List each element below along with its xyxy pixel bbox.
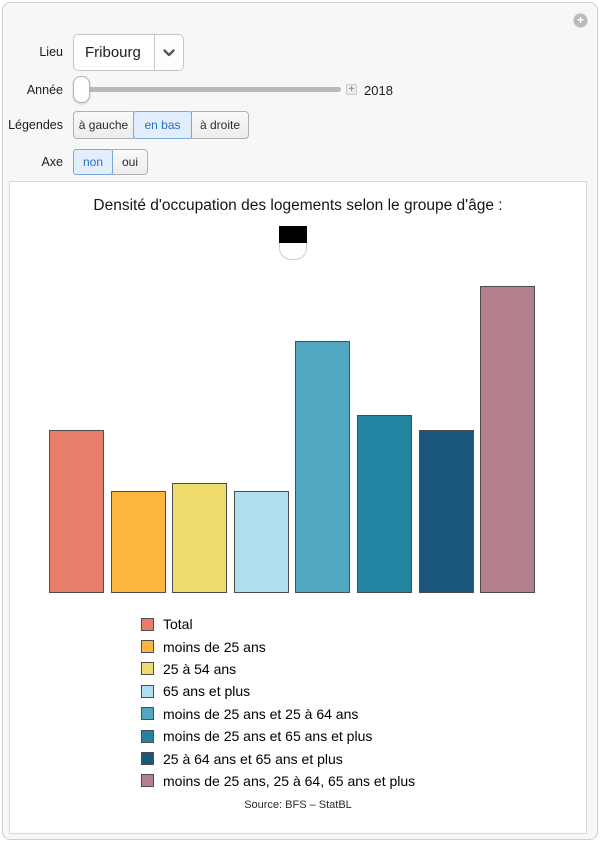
legend-label: 65 ans et plus	[163, 683, 251, 700]
flag-black-half	[279, 226, 307, 243]
bar-4	[234, 491, 289, 593]
legend-item: 25 à 64 ans et 65 ans et plus	[141, 747, 415, 769]
axe-option-oui[interactable]: oui	[112, 149, 148, 175]
legend-item: 65 ans et plus	[141, 680, 415, 702]
chevron-down-icon[interactable]	[154, 35, 183, 70]
annee-stepper-plus-icon[interactable]: +	[346, 84, 357, 95]
chart-title: Densité d'occupation des logements selon…	[93, 197, 503, 214]
legend-label: 25 à 54 ans	[163, 660, 237, 677]
annee-value: 2018	[364, 83, 393, 98]
legendes-option-gauche[interactable]: à gauche	[73, 111, 134, 139]
flag-white-half	[279, 243, 307, 260]
expand-settings-icon[interactable]: +	[573, 13, 588, 28]
legend-item: Total	[141, 613, 415, 635]
legendes-label: Légendes	[8, 118, 63, 132]
legend-item: moins de 25 ans et 65 ans et plus	[141, 725, 415, 747]
lieu-dropdown-value: Fribourg	[85, 44, 141, 61]
bar-6	[357, 415, 412, 593]
legend-label: 25 à 64 ans et 65 ans et plus	[163, 750, 343, 767]
lieu-dropdown[interactable]: Fribourg	[73, 34, 184, 71]
bar-7	[419, 430, 474, 593]
axe-option-non[interactable]: non	[73, 149, 113, 175]
legend-item: moins de 25 ans, 25 à 64, 65 ans et plus	[141, 770, 415, 792]
legend-swatch-icon	[141, 684, 154, 698]
legend-label: moins de 25 ans et 65 ans et plus	[163, 728, 373, 745]
legend-swatch-icon	[141, 752, 154, 766]
bar-8	[480, 286, 535, 593]
chart-legend: Total moins de 25 ans 25 à 54 ans 65 ans et…	[141, 613, 415, 792]
bar-5	[295, 341, 350, 593]
legendes-button-group: à gauche en bas à droite	[73, 111, 249, 139]
axe-label: Axe	[41, 155, 63, 169]
legend-swatch-icon	[141, 729, 154, 743]
legend-swatch-icon	[141, 662, 154, 676]
annee-label: Année	[26, 83, 63, 97]
legend-label: Total	[163, 616, 193, 633]
chart-panel: Densité d'occupation des logements selon…	[9, 181, 587, 834]
bar-2	[111, 491, 166, 593]
bar-1	[49, 430, 104, 593]
lieu-label: Lieu	[39, 45, 63, 59]
legend-label: moins de 25 ans et 25 à 64 ans	[163, 705, 359, 722]
fribourg-coat-of-arms-icon	[279, 226, 307, 260]
source-caption: Source: BFS – StatBL	[244, 799, 352, 811]
annee-slider-thumb[interactable]	[73, 76, 90, 103]
legend-item: 25 à 54 ans	[141, 658, 415, 680]
legend-item: moins de 25 ans et 25 à 64 ans	[141, 703, 415, 725]
legend-label: moins de 25 ans, 25 à 64, 65 ans et plus	[163, 772, 416, 789]
legend-item: moins de 25 ans	[141, 635, 415, 657]
legend-swatch-icon	[141, 774, 154, 788]
legend-swatch-icon	[141, 707, 154, 721]
legendes-option-enbas[interactable]: en bas	[133, 111, 192, 139]
bar-3	[172, 483, 227, 593]
axe-button-group: non oui	[73, 149, 148, 175]
legend-swatch-icon	[141, 640, 154, 654]
legendes-option-droite[interactable]: à droite	[191, 111, 249, 139]
annee-slider-track[interactable]	[73, 87, 341, 92]
legend-swatch-icon	[141, 617, 154, 631]
plot-area	[49, 282, 536, 593]
legend-label: moins de 25 ans	[163, 638, 266, 655]
